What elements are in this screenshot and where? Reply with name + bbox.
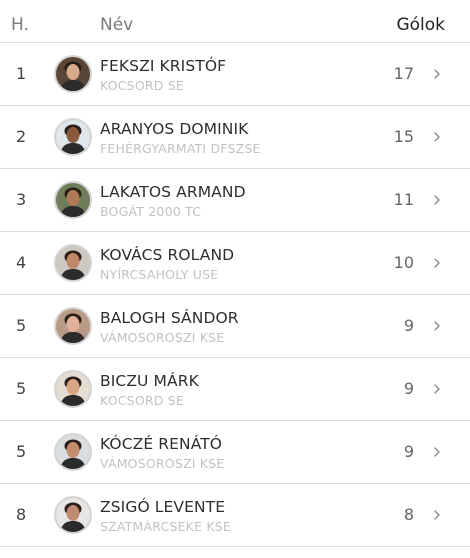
player-avatar [54,55,92,93]
player-photo-icon [56,498,90,532]
chevron-right-icon[interactable] [430,508,444,522]
player-avatar [54,370,92,408]
player-goals: 17 [393,64,414,83]
chevron-right-icon[interactable] [430,256,444,270]
player-rank: 5 [16,316,27,335]
chevron-right-icon[interactable] [430,319,444,333]
player-name: ARANYOS DOMINIK [100,120,249,138]
player-name: LAKATOS ARMAND [100,183,246,201]
player-avatar [54,496,92,534]
chevron-right-icon[interactable] [430,130,444,144]
player-row[interactable]: 3 LAKATOS ARMAND BOGÁT 2000 TC 11 [0,169,470,232]
player-row[interactable]: 8 ZSIGÓ LEVENTE SZATMÁRCSEKE KSE 8 [0,484,470,547]
player-rank: 8 [16,505,27,524]
player-club: FEHÉRGYARMATI DFSZSE [100,141,261,156]
player-club: NYÍRCSAHOLY USE [100,267,219,282]
player-rank: 2 [16,127,27,146]
player-goals: 8 [403,505,414,524]
table-body: 1 FEKSZI KRISTÓF KOCSORD SE 17 2 ARANYOS [0,43,470,547]
player-row[interactable]: 1 FEKSZI KRISTÓF KOCSORD SE 17 [0,43,470,106]
chevron-right-icon[interactable] [430,67,444,81]
rank-column-header: H. [11,15,29,35]
player-photo-icon [56,309,90,343]
player-photo-icon [56,120,90,154]
player-avatar [54,181,92,219]
player-rank: 4 [16,253,27,272]
name-column-header: Név [100,15,134,35]
player-photo-icon [56,57,90,91]
player-avatar [54,433,92,471]
player-rank: 5 [16,442,27,461]
player-club: VÁMOSOROSZI KSE [100,456,225,471]
player-name: KOVÁCS ROLAND [100,246,235,264]
player-name: FEKSZI KRISTÓF [100,57,227,75]
player-club: KOCSORD SE [100,393,184,408]
player-avatar [54,244,92,282]
chevron-right-icon[interactable] [430,445,444,459]
player-photo-icon [56,435,90,469]
player-photo-icon [56,183,90,217]
player-goals: 9 [403,379,414,398]
player-row[interactable]: 5 KÓCZÉ RENÁTÓ VÁMOSOROSZI KSE 9 [0,421,470,484]
player-name: KÓCZÉ RENÁTÓ [100,435,223,453]
player-photo-icon [56,246,90,280]
player-goals: 15 [393,127,414,146]
player-avatar [54,118,92,156]
player-club: BOGÁT 2000 TC [100,204,202,219]
player-goals: 9 [403,316,414,335]
player-avatar [54,307,92,345]
player-club: VÁMOSOROSZI KSE [100,330,225,345]
player-row[interactable]: 2 ARANYOS DOMINIK FEHÉRGYARMATI DFSZSE 1… [0,106,470,169]
player-goals: 11 [393,190,414,209]
player-rank: 3 [16,190,27,209]
player-goals: 10 [393,253,414,272]
player-row[interactable]: 5 BICZU MÁRK KOCSORD SE 9 [0,358,470,421]
chevron-right-icon[interactable] [430,193,444,207]
player-rank: 1 [16,64,27,83]
player-row[interactable]: 5 BALOGH SÁNDOR VÁMOSOROSZI KSE 9 [0,295,470,358]
player-rank: 5 [16,379,27,398]
player-row[interactable]: 4 KOVÁCS ROLAND NYÍRCSAHOLY USE 10 [0,232,470,295]
player-name: ZSIGÓ LEVENTE [100,498,226,516]
chevron-right-icon[interactable] [430,382,444,396]
player-club: SZATMÁRCSEKE KSE [100,519,231,534]
player-name: BALOGH SÁNDOR [100,309,239,327]
player-photo-icon [56,372,90,406]
player-club: KOCSORD SE [100,78,184,93]
goals-column-header: Gólok [396,15,445,35]
table-header: H. Név Gólok [0,0,470,43]
player-name: BICZU MÁRK [100,372,199,390]
player-goals: 9 [403,442,414,461]
